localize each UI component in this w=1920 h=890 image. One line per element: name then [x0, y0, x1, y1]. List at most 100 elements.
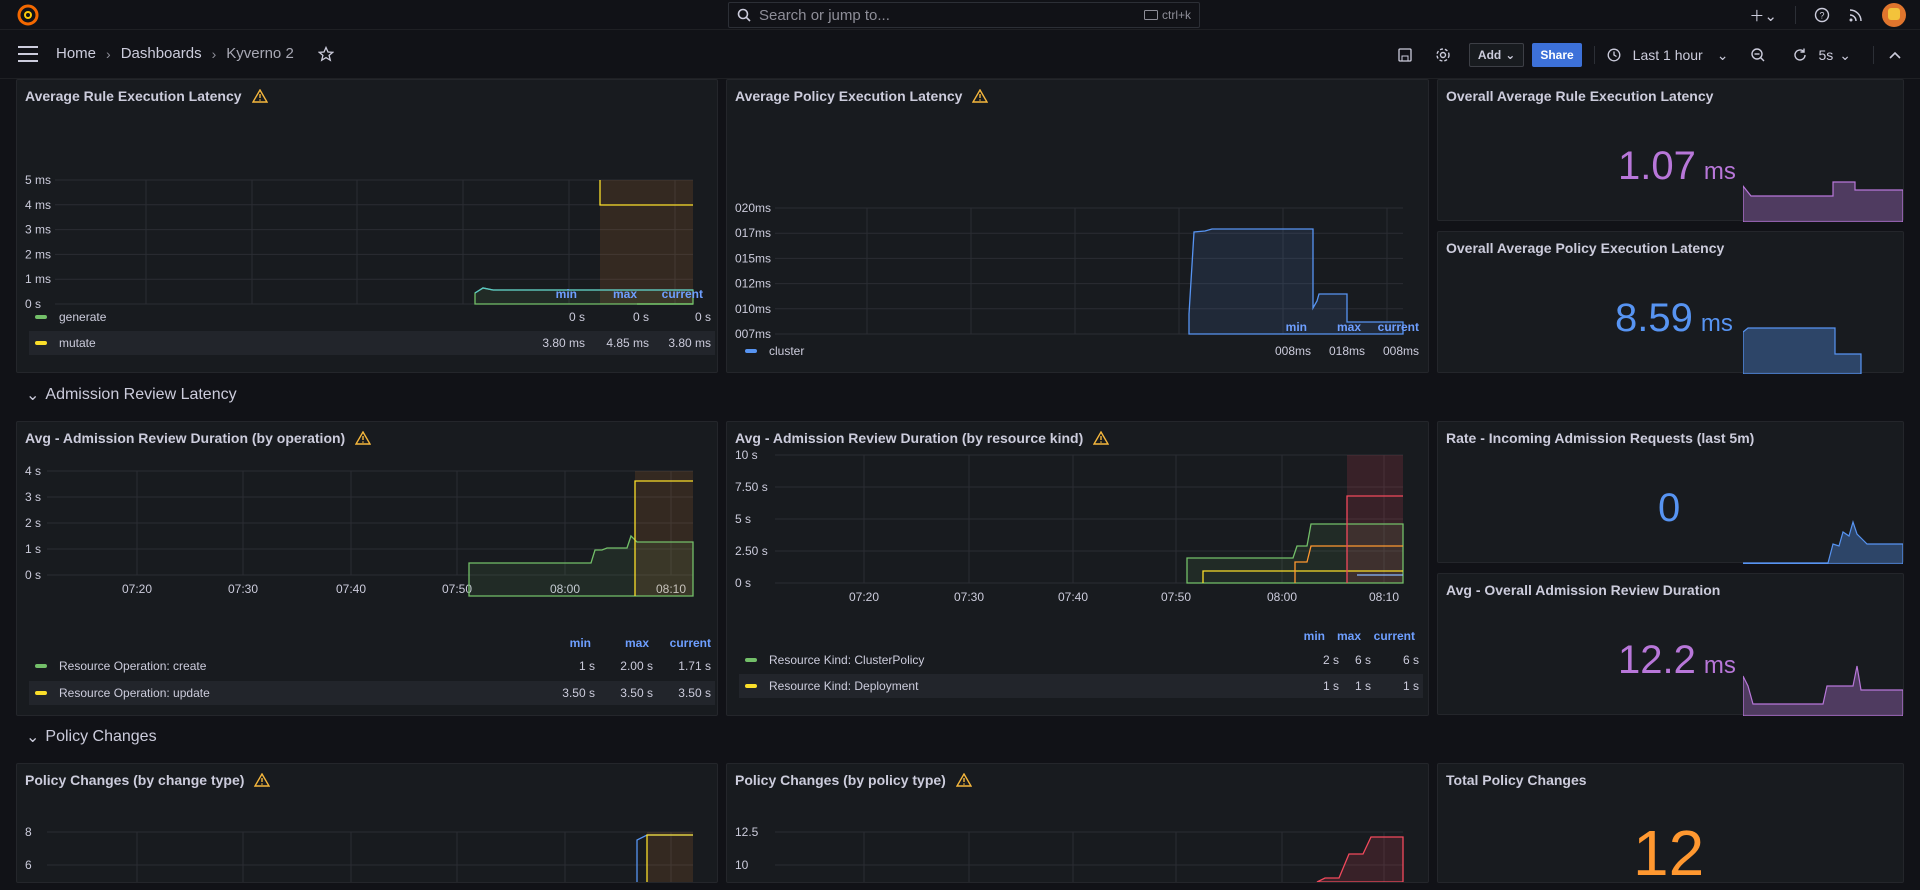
legend-header: min max current: [569, 636, 711, 650]
rule-latency-chart: 5 ms4 ms3 ms2 ms1 ms0 s07:2007:3007:4007…: [25, 173, 694, 308]
x-tick-label: 07:50: [1161, 590, 1191, 604]
y-tick-label: 2 ms: [25, 247, 51, 261]
y-tick-label: 5 ms: [25, 173, 51, 187]
help-icon[interactable]: ?: [1814, 7, 1830, 23]
series-swatch: [35, 315, 47, 319]
series-cluster: [1188, 228, 1404, 335]
user-avatar[interactable]: [1882, 3, 1906, 27]
news-feed-icon[interactable]: [1848, 7, 1864, 23]
panel-title: Avg - Overall Admission Review Duration: [1446, 582, 1721, 598]
settings-gear-icon[interactable]: [1435, 47, 1451, 63]
series-generate-line: [474, 287, 693, 294]
series-deployment: [1202, 570, 1403, 583]
panel-overall-review: Avg - Overall Admission Review Duration …: [1437, 573, 1904, 716]
series-swatch: [35, 664, 47, 668]
panel-title: Average Rule Execution Latency: [25, 88, 268, 104]
series-swatch: [745, 349, 757, 353]
x-tick-label: 07:50: [442, 582, 472, 596]
top-bar: Search or jump to... ctrl+k ＋⌄ ?: [0, 0, 1920, 30]
warning-icon: [251, 89, 268, 103]
x-tick-label: 07:20: [849, 590, 879, 604]
y-tick-label: 0 s: [735, 576, 751, 590]
breadcrumb-home[interactable]: Home: [56, 45, 97, 62]
legend-header: min max current: [1303, 629, 1415, 643]
row-header-admission[interactable]: ⌄ Admission Review Latency: [26, 386, 237, 404]
y-tick-label: 2.50 s: [735, 544, 768, 558]
add-button[interactable]: Add ⌄: [1468, 43, 1525, 67]
legend-row-update[interactable]: Resource Operation: update 3.50 s 3.50 s 3.…: [29, 681, 715, 705]
row-header-policy[interactable]: ⌄ Policy Changes: [26, 728, 157, 746]
star-icon[interactable]: [317, 45, 334, 62]
stat-value: 0: [1658, 486, 1681, 530]
menu-toggle-icon[interactable]: [18, 46, 38, 62]
sparkline: [1743, 181, 1903, 222]
chevron-down-icon: ⌄: [26, 387, 40, 404]
annotation-region: [647, 832, 693, 882]
review-by-operation-chart: 4 s 3 s 2 s 1 s 0 s 07:20 07:30 07:40 07:50 08:00…: [25, 464, 694, 597]
series-swatch: [745, 684, 757, 688]
search-placeholder: Search or jump to...: [759, 6, 890, 24]
stat-value: 12.2 ms: [1618, 638, 1736, 682]
y-tick-label: 0 s: [25, 568, 41, 582]
series-swatch: [35, 691, 47, 695]
y-tick-label: 12.5: [735, 825, 759, 839]
panel-title: Overall Average Policy Execution Latency: [1446, 240, 1725, 256]
panel-overall-policy-latency: Overall Average Policy Execution Latency…: [1437, 231, 1904, 374]
sparkline: [1743, 519, 1903, 564]
save-dashboard-icon[interactable]: [1397, 47, 1413, 63]
grafana-logo-icon[interactable]: [16, 3, 40, 27]
series-red: [1316, 836, 1404, 882]
new-plus-icon[interactable]: ＋⌄: [1749, 7, 1777, 25]
y-tick-label: 2 s: [25, 516, 41, 530]
breadcrumb-dashboards[interactable]: Dashboards: [120, 45, 202, 62]
y-tick-label: 10: [735, 858, 749, 872]
x-tick-label: 07:40: [336, 582, 366, 596]
y-tick-label: 010ms: [735, 302, 771, 316]
legend-row-cluster[interactable]: cluster 008ms 018ms 008ms: [739, 339, 1423, 363]
series-orange: [1294, 545, 1403, 583]
refresh-icon[interactable]: [1792, 47, 1808, 63]
changes-by-type-chart: 86: [25, 825, 693, 882]
refresh-interval-picker[interactable]: 5s ⌄: [1818, 46, 1851, 64]
y-tick-label: 4 ms: [25, 198, 51, 212]
collapse-chevron-up-icon[interactable]: [1888, 48, 1902, 62]
legend-row-mutate[interactable]: mutate 3.80 ms 4.85 ms 3.80 ms: [29, 331, 715, 355]
zoom-out-icon[interactable]: [1750, 47, 1766, 63]
series-red: [1346, 495, 1403, 583]
y-tick-label: 1 ms: [25, 272, 51, 286]
panel-rate-requests: Rate - Incoming Admission Requests (last…: [1437, 421, 1904, 564]
chevron-right-icon: ›: [106, 45, 111, 62]
series-swatch: [35, 341, 47, 345]
time-range-picker[interactable]: Last 1 hour ⌄: [1607, 47, 1728, 64]
share-button[interactable]: Share: [1532, 43, 1582, 67]
search-input[interactable]: Search or jump to... ctrl+k: [728, 2, 1200, 28]
series-clusterpolicy: [1186, 523, 1404, 584]
y-tick-label: 3 ms: [25, 223, 51, 237]
y-tick-label: 020ms: [735, 201, 771, 215]
y-tick-label: 5 s: [735, 512, 751, 526]
series-yellow: [646, 834, 693, 882]
y-tick-label: 6: [25, 858, 32, 872]
panel-title: Avg - Admission Review Duration (by oper…: [25, 430, 372, 446]
warning-icon: [972, 89, 989, 103]
y-tick-label: 015ms: [735, 251, 771, 265]
panel-title: Average Policy Execution Latency: [735, 88, 989, 104]
y-tick-label: 017ms: [735, 226, 771, 240]
x-tick-label: 08:10: [656, 582, 686, 596]
legend-row-create[interactable]: Resource Operation: create 1 s 2.00 s 1.71 …: [29, 654, 715, 678]
clock-icon: [1607, 48, 1621, 62]
legend-header: min max current: [1285, 320, 1419, 334]
warning-icon: [955, 773, 972, 787]
panel-title: Avg - Admission Review Duration (by reso…: [735, 430, 1110, 446]
y-tick-label: 0 s: [25, 297, 41, 308]
svg-text:?: ?: [1819, 11, 1824, 21]
breadcrumb-current: Kyverno 2: [226, 45, 294, 62]
y-tick-label: 10 s: [735, 450, 758, 462]
panel-title: Policy Changes (by policy type): [735, 772, 972, 788]
y-tick-label: 007ms: [735, 327, 771, 338]
keyboard-shortcut: ctrl+k: [1143, 8, 1191, 22]
changes-by-policy-chart: 12.5 10: [735, 825, 1404, 882]
